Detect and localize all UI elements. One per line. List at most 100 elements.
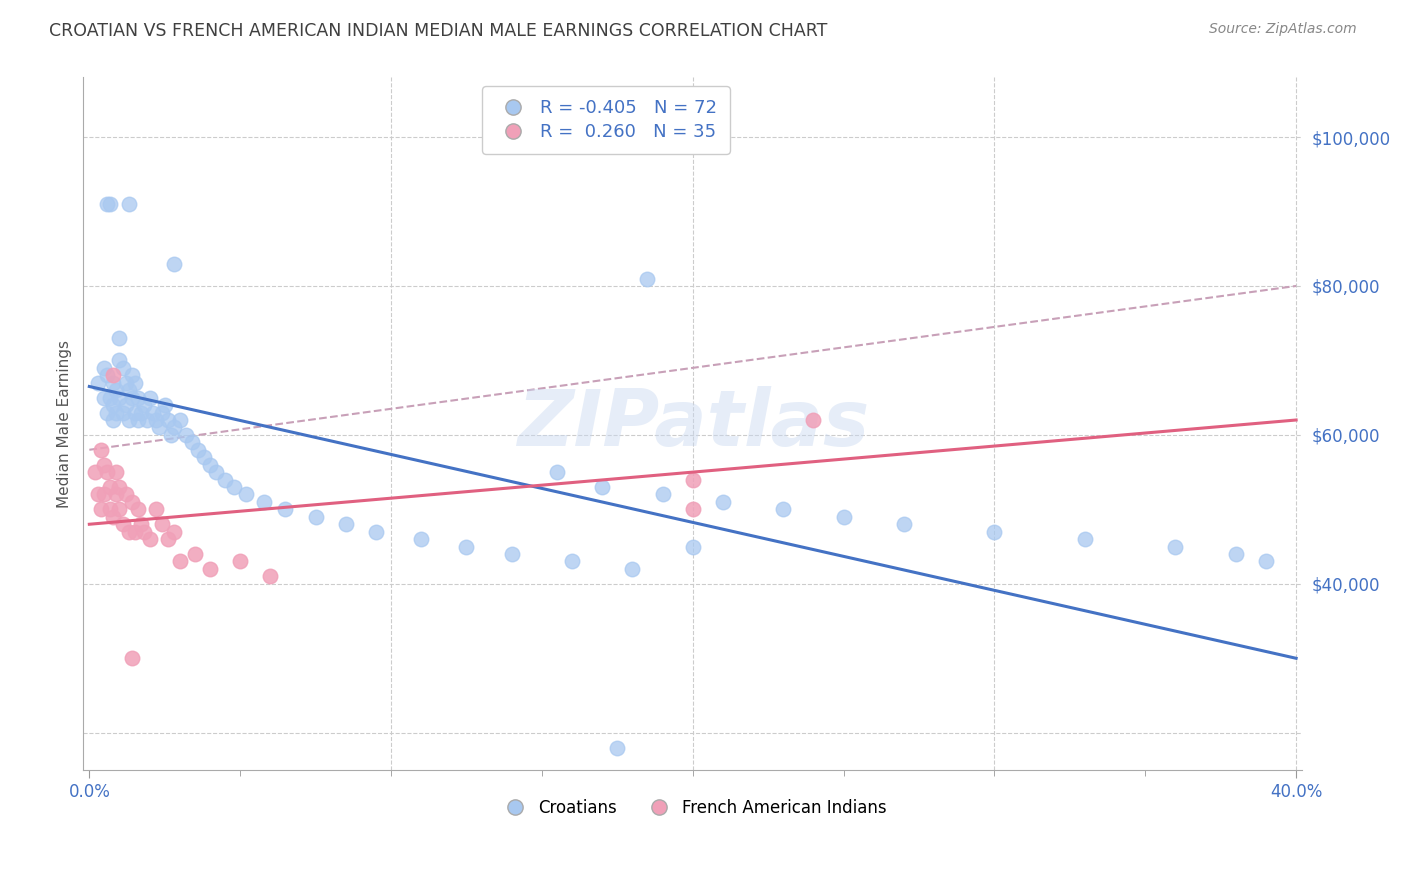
Point	[163, 420, 186, 434]
Point	[114, 376, 136, 390]
Point	[93, 391, 115, 405]
Point	[103, 398, 125, 412]
Text: Source: ZipAtlas.com: Source: ZipAtlas.com	[1209, 22, 1357, 37]
Point	[364, 524, 387, 539]
Point	[129, 405, 152, 419]
Point	[224, 480, 246, 494]
Point	[117, 524, 139, 539]
Point	[145, 413, 167, 427]
Point	[1225, 547, 1247, 561]
Point	[105, 487, 128, 501]
Point	[90, 442, 112, 457]
Point	[304, 509, 326, 524]
Point	[108, 331, 131, 345]
Point	[96, 197, 118, 211]
Point	[153, 398, 176, 412]
Point	[103, 376, 125, 390]
Point	[198, 562, 221, 576]
Point	[159, 428, 181, 442]
Point	[1074, 532, 1097, 546]
Point	[138, 391, 160, 405]
Point	[893, 517, 915, 532]
Point	[108, 353, 131, 368]
Point	[772, 502, 794, 516]
Point	[180, 435, 202, 450]
Point	[983, 524, 1005, 539]
Point	[121, 651, 143, 665]
Point	[711, 495, 734, 509]
Legend: Croatians, French American Indians: Croatians, French American Indians	[492, 793, 894, 824]
Point	[235, 487, 257, 501]
Point	[253, 495, 276, 509]
Point	[501, 547, 523, 561]
Point	[214, 473, 236, 487]
Point	[335, 517, 357, 532]
Point	[93, 360, 115, 375]
Point	[124, 524, 146, 539]
Point	[87, 376, 110, 390]
Point	[121, 391, 143, 405]
Point	[111, 517, 134, 532]
Point	[1164, 540, 1187, 554]
Point	[651, 487, 673, 501]
Point	[114, 487, 136, 501]
Point	[105, 383, 128, 397]
Point	[96, 368, 118, 383]
Point	[682, 502, 704, 516]
Point	[132, 398, 155, 412]
Point	[174, 428, 197, 442]
Point	[546, 465, 568, 479]
Point	[111, 405, 134, 419]
Point	[124, 376, 146, 390]
Point	[93, 458, 115, 472]
Point	[105, 465, 128, 479]
Point	[84, 465, 107, 479]
Point	[87, 487, 110, 501]
Point	[100, 197, 122, 211]
Point	[138, 532, 160, 546]
Point	[117, 383, 139, 397]
Point	[121, 368, 143, 383]
Point	[274, 502, 297, 516]
Point	[100, 502, 122, 516]
Point	[103, 413, 125, 427]
Point	[456, 540, 478, 554]
Point	[184, 547, 207, 561]
Point	[121, 495, 143, 509]
Point	[127, 502, 149, 516]
Point	[591, 480, 613, 494]
Point	[103, 368, 125, 383]
Point	[117, 413, 139, 427]
Point	[150, 405, 173, 419]
Point	[411, 532, 433, 546]
Point	[103, 509, 125, 524]
Point	[637, 271, 659, 285]
Point	[682, 540, 704, 554]
Point	[169, 413, 191, 427]
Point	[682, 473, 704, 487]
Point	[156, 413, 179, 427]
Point	[100, 391, 122, 405]
Point	[105, 405, 128, 419]
Point	[108, 480, 131, 494]
Point	[187, 442, 209, 457]
Point	[169, 554, 191, 568]
Point	[803, 413, 825, 427]
Point	[114, 398, 136, 412]
Point	[90, 502, 112, 516]
Point	[198, 458, 221, 472]
Point	[163, 524, 186, 539]
Point	[142, 405, 165, 419]
Point	[193, 450, 215, 465]
Point	[163, 257, 186, 271]
Point	[205, 465, 228, 479]
Point	[606, 740, 628, 755]
Text: ZIPatlas: ZIPatlas	[516, 385, 869, 462]
Point	[124, 405, 146, 419]
Y-axis label: Median Male Earnings: Median Male Earnings	[58, 340, 72, 508]
Point	[111, 360, 134, 375]
Point	[96, 465, 118, 479]
Text: CROATIAN VS FRENCH AMERICAN INDIAN MEDIAN MALE EARNINGS CORRELATION CHART: CROATIAN VS FRENCH AMERICAN INDIAN MEDIA…	[49, 22, 828, 40]
Point	[127, 391, 149, 405]
Point	[561, 554, 583, 568]
